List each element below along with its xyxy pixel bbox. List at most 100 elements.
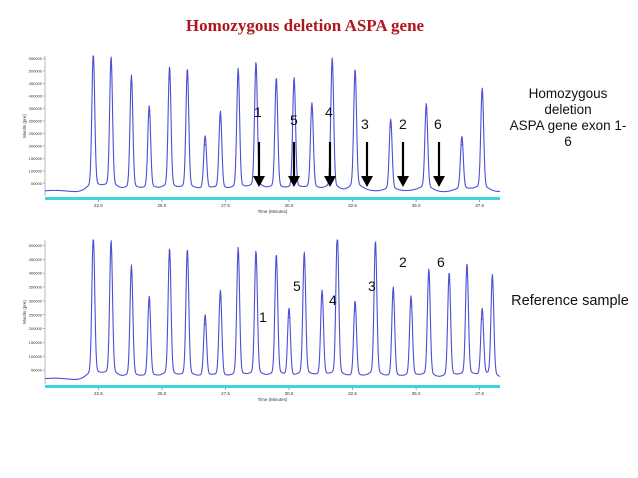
x-tick-label: 27.5 — [221, 203, 230, 208]
peak-point — [354, 310, 356, 312]
y-tick-label: 100000 — [29, 169, 43, 174]
down-arrow-icon — [397, 142, 409, 187]
peak-point — [354, 80, 356, 82]
down-arrow-icon — [253, 142, 265, 187]
exon-label-bottom: 5 — [293, 278, 301, 294]
peak-point — [275, 87, 277, 90]
y-tick-label: 300000 — [29, 119, 43, 124]
peak-point — [204, 323, 206, 326]
peak-point — [92, 64, 94, 66]
peak-point — [237, 79, 239, 81]
peak-point — [130, 275, 133, 277]
x-tick-label: 32.5 — [348, 203, 357, 208]
peak-point — [148, 115, 150, 117]
x-tick-label: 30.0 — [285, 203, 294, 208]
chromatogram-trace — [44, 239, 501, 380]
peak-point — [275, 265, 277, 267]
chromatogram-bottom: 50000 100000 150000 200000 250000 300000 35000… — [18, 236, 508, 408]
peak-point — [491, 285, 493, 287]
peak-point — [237, 258, 239, 260]
exon-label-top: 6 — [434, 116, 442, 132]
y-tick-label: 550000 — [29, 56, 43, 61]
peak-point — [481, 97, 483, 100]
peak-point — [110, 69, 112, 71]
chromatogram-bottom-svg: 5000010000015000020000025000030000035000… — [22, 239, 501, 402]
peak-point — [219, 120, 221, 122]
peak-point — [392, 296, 394, 298]
down-arrow-icon — [324, 142, 336, 187]
peak-point — [148, 305, 150, 308]
peak-point — [311, 112, 313, 115]
exon-label-bottom: 6 — [437, 254, 445, 270]
x-tick-label: 22.5 — [94, 391, 103, 396]
peak-point — [336, 243, 338, 245]
down-arrow-icon — [361, 142, 373, 187]
y-tick-label: 400000 — [29, 271, 43, 276]
x-tick-label: 32.5 — [348, 391, 357, 396]
exon-label-top: 1 — [254, 104, 262, 120]
y-tick-label: 250000 — [29, 312, 43, 317]
exon-label-top: 2 — [399, 116, 407, 132]
deletion-note-line: Homozygous — [528, 86, 608, 101]
peak-point — [428, 279, 430, 281]
peak-point — [110, 253, 112, 255]
x-tick-label: 37.5 — [475, 391, 484, 396]
y-tick-label: 150000 — [29, 156, 43, 161]
x-tick-label: 35.0 — [412, 203, 421, 208]
x-axis-label: Time (Minutes) — [258, 397, 288, 402]
exon-label-top: 5 — [290, 112, 298, 128]
y-tick-label: 250000 — [29, 131, 43, 136]
down-arrow-icon — [433, 142, 445, 187]
down-arrow-icon — [288, 142, 300, 187]
peak-point — [288, 316, 290, 319]
peak-point — [168, 77, 171, 80]
deletion-note-line: deletion — [544, 102, 592, 117]
peak-point — [466, 275, 468, 277]
x-axis-label: Time (Minutes) — [258, 209, 288, 214]
peak-point — [168, 260, 171, 262]
exon-label-bottom: 2 — [399, 254, 407, 270]
peak-point — [374, 253, 377, 255]
y-tick-label: 200000 — [29, 144, 43, 149]
peak-point — [481, 318, 483, 320]
y-tick-label: 350000 — [29, 285, 43, 290]
x-tick-label: 35.0 — [412, 391, 421, 396]
peak-point — [130, 85, 133, 87]
y-tick-label: 300000 — [29, 298, 43, 303]
y-tick-label: 50000 — [31, 181, 43, 186]
peak-point — [92, 246, 94, 248]
peak-point — [303, 264, 305, 266]
peak-point — [204, 144, 206, 146]
exon-label-bottom: 1 — [259, 309, 267, 325]
y-tick-label: 200000 — [29, 326, 43, 331]
peak-point — [390, 126, 392, 128]
y-tick-label: 50000 — [31, 368, 43, 373]
y-tick-label: 450000 — [29, 257, 43, 262]
chromatogram-trace — [44, 55, 501, 193]
deletion-note-line: ASPA gene exon 1-6 — [509, 118, 627, 149]
peak-point — [255, 74, 257, 76]
reference-sample-note: Reference sample — [511, 293, 629, 309]
x-tick-label: 30.0 — [285, 391, 294, 396]
x-tick-label: 37.5 — [475, 203, 484, 208]
y-axis-label: Mvolts (pre) — [22, 300, 27, 324]
peak-point — [410, 305, 412, 308]
x-axis-bar — [45, 385, 500, 388]
y-tick-label: 100000 — [29, 354, 43, 359]
deletion-note: Homozygous deletion ASPA gene exon 1-6 — [508, 86, 628, 150]
chromatogram-top: 50000 100000 150000 200000 250000 300000 35000… — [18, 52, 508, 220]
y-tick-label: 500000 — [29, 243, 43, 248]
x-axis-bar — [45, 197, 500, 200]
peak-point — [448, 282, 450, 284]
exon-label-bottom: 3 — [368, 278, 376, 294]
peak-point — [331, 69, 333, 71]
y-axis-label: Mvolts (pre) — [22, 114, 27, 138]
page-title: Homozygous deletion ASPA gene — [185, 16, 425, 35]
y-tick-label: 350000 — [29, 106, 43, 111]
peak-point — [321, 300, 323, 302]
x-tick-label: 25.0 — [158, 391, 167, 396]
exon-label-top: 4 — [325, 104, 333, 120]
x-tick-label: 27.5 — [221, 391, 230, 396]
exon-label-top: 3 — [361, 116, 369, 132]
y-tick-label: 450000 — [29, 81, 43, 86]
